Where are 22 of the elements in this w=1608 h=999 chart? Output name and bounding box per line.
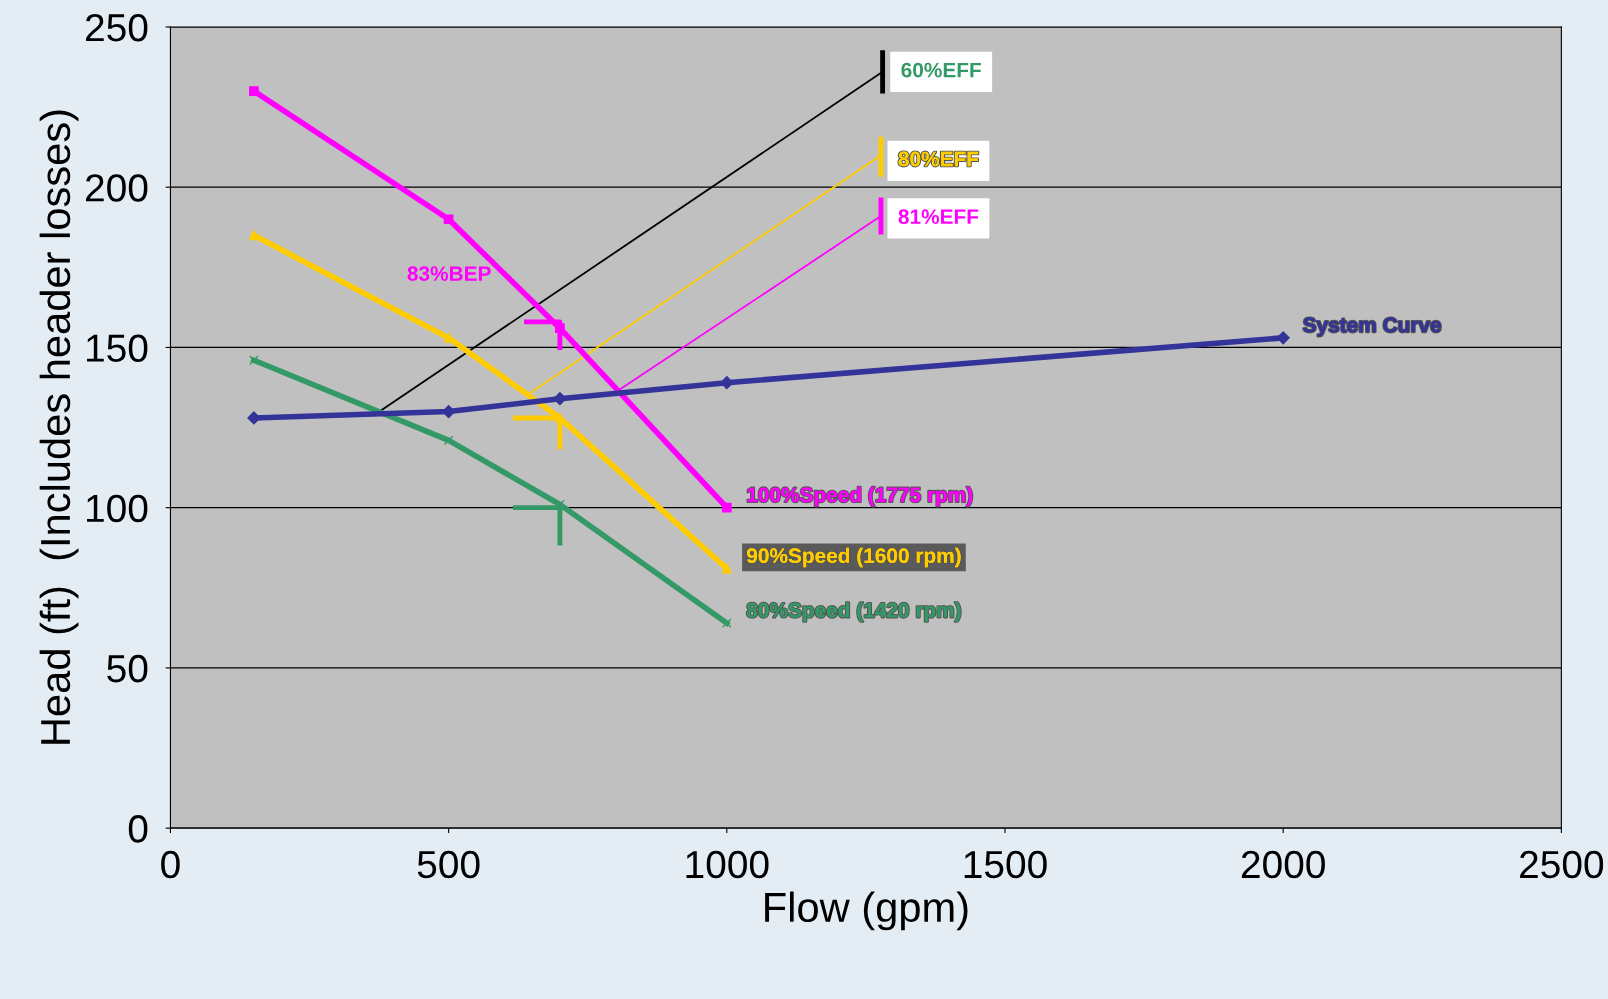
- x-tick-label: 500: [417, 850, 480, 879]
- x-tick-label: 1500: [964, 850, 1047, 879]
- y-tick-label: 150: [87, 334, 148, 362]
- x-tick-label: 2000: [1241, 850, 1325, 879]
- x-tick-label: 0: [161, 850, 180, 879]
- y-axis-title: Head (ft) (Includes header losses): [39, 110, 79, 744]
- series-label: 80%Speed (1420 rpm): [746, 602, 961, 622]
- y-tick-label: 250: [86, 13, 148, 42]
- y-tick-label: 0: [128, 815, 148, 843]
- x-tick-label: 1000: [686, 850, 769, 879]
- annotation: 81%EFF: [898, 209, 979, 225]
- x-axis-title: Flow (gpm): [765, 891, 968, 931]
- series-label: 100%Speed (1775 rpm): [747, 486, 973, 507]
- y-tick-label: 50: [107, 654, 148, 683]
- annotation: 80%EFF: [898, 151, 979, 167]
- annotation: 60%EFF: [901, 62, 981, 78]
- x-tick-label: 2500: [1520, 850, 1604, 879]
- series-label: System Curve: [1303, 317, 1441, 337]
- y-tick-label: 100: [87, 494, 148, 523]
- annotation: 83%BEP: [407, 266, 491, 281]
- series-label: 90%Speed (1600 rpm): [746, 547, 961, 568]
- y-tick-label: 200: [86, 174, 148, 202]
